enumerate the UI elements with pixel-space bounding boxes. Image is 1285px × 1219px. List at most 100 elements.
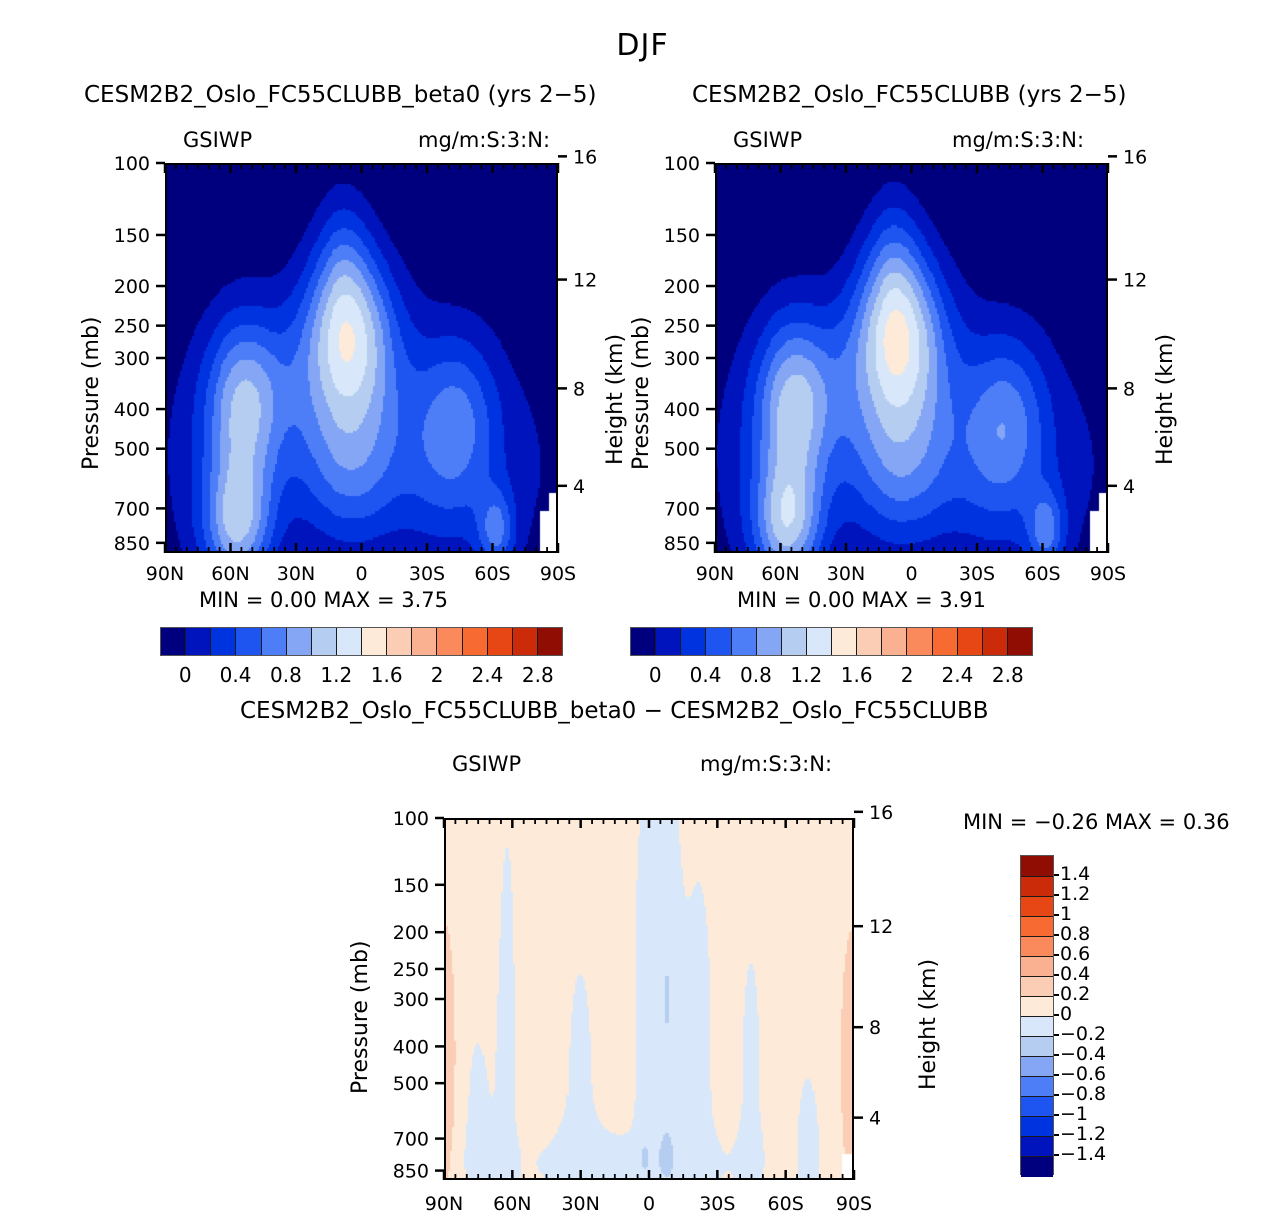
colorbar-swatches [630,627,1033,656]
tick-label: 90N [696,563,734,585]
colorbar-tick-label: 0.4 [219,663,252,687]
colorbar-tick-label: −0.8 [1060,1083,1107,1105]
colorbar-cell [956,628,982,655]
colorbar-cell [631,628,656,655]
colorbar-tick-label: 2.8 [521,663,554,687]
tick-label: 60S [474,563,510,585]
right-panel-title: CESM2B2_Oslo_FC55CLUBB (yrs 2−5) [692,82,1127,108]
colorbar-tick [1054,1054,1059,1056]
colorbar-tick-label: −1.4 [1060,1143,1107,1165]
colorbar-cell [436,628,462,655]
colorbar-tick-label: 1.2 [320,663,353,687]
plot-frame [165,163,558,553]
colorbar-tick-label: −0.6 [1060,1063,1107,1085]
colorbar-cell [1021,996,1053,1017]
colorbar-tick-label: 2 [430,663,444,687]
colorbar-cell [1021,856,1053,876]
colorbar-tick-label: 0.8 [270,663,302,687]
tick-label: 850 [664,533,700,555]
tick-label: 250 [393,959,429,981]
colorbar-tick [1054,954,1059,956]
tick-label: 60N [211,563,249,585]
tick-label: 8 [573,378,585,400]
colorbar-cell [386,628,412,655]
left-panel-var-label: GSIWP [183,128,253,152]
colorbar-cell [1021,896,1053,917]
colorbar-tick-label: 2.8 [991,663,1024,687]
tick-label: 150 [393,875,429,897]
tick-label: 4 [573,476,585,498]
colorbar-cell [831,628,857,655]
tick-label: 90S [540,563,576,585]
tick-label: 100 [114,153,150,175]
tick-label: 250 [114,316,150,338]
colorbar-tick-label: −1.2 [1060,1123,1107,1145]
colorbar-tick [1054,934,1059,936]
tick-label: 90S [1090,563,1126,585]
colorbar-tick-label: 2.4 [471,663,504,687]
diff-panel-y2label: Height (km) [916,958,941,1090]
colorbar-cell [260,628,286,655]
tick-label: 400 [664,399,700,421]
tick-label: 150 [664,225,700,247]
tick-label: 200 [393,922,429,944]
colorbar-tick [1054,1014,1059,1016]
right-panel-colorbar: 0 0.4 0.8 1.2 1.6 2 2.4 2.8 [630,627,1033,687]
tick-label: 4 [1123,476,1135,498]
colorbar-tick-label: −0.4 [1060,1043,1107,1065]
colorbar-cell [1021,1136,1053,1157]
colorbar-tick [1054,1074,1059,1076]
tick-label: 250 [664,316,700,338]
left-panel-plot [165,163,558,553]
right-panel-y2label: Height (km) [1153,333,1178,465]
colorbar-cell [511,628,537,655]
diff-panel-title: CESM2B2_Oslo_FC55CLUBB_beta0 − CESM2B2_O… [240,698,989,724]
colorbar-cell [730,628,756,655]
colorbar-cell [1021,916,1053,937]
tick-label: 100 [393,808,429,830]
colorbar-cell [856,628,882,655]
tick-label: 12 [1123,270,1147,292]
tick-label: 90N [146,563,184,585]
tick-label: 60S [1024,563,1060,585]
colorbar-cell [486,628,512,655]
colorbar-tick-label: 2 [900,663,914,687]
gsiwp-contour-field [165,163,558,553]
colorbar-tick [1054,914,1059,916]
colorbar-cell [705,628,731,655]
tick-label: 700 [114,498,150,520]
left-panel-minmax: MIN = 0.00 MAX = 3.75 [199,588,448,612]
tick-label: 30N [561,1193,599,1215]
colorbar-tick [1054,1114,1059,1116]
tick-label: 30S [409,563,445,585]
colorbar-cell [1021,1016,1053,1037]
colorbar-cell [1021,1076,1053,1097]
tick-label: 90N [425,1193,463,1215]
diff-panel-ylabel: Pressure (mb) [348,940,373,1095]
diff-contour-field [444,818,854,1180]
colorbar-tick-label: 0.4 [1060,963,1091,985]
colorbar-tick-label: 0.2 [1060,983,1091,1005]
tick-label: 300 [393,989,429,1011]
colorbar-cell [310,628,336,655]
tick-label: 200 [114,276,150,298]
colorbar-tick-label: 1.2 [790,663,823,687]
tick-label: 60N [761,563,799,585]
diff-panel-colorbar: 1.4 1.2 1 0.8 0.6 0.4 0.2 0 −0.2 −0.4 −0.6 −0.8 −1 −1… [1020,855,1106,1177]
colorbar-tick [1054,1134,1059,1136]
colorbar-cell [1021,936,1053,957]
colorbar-cell [536,628,562,655]
tick-label: 12 [869,916,893,938]
colorbar-cell [285,628,311,655]
tick-label: 300 [664,348,700,370]
colorbar-cell [805,628,831,655]
colorbar-cell [1021,1056,1053,1077]
colorbar-tick-label: 1.2 [1060,883,1091,905]
colorbar-tick-label: 1.6 [840,663,873,687]
tick-label: 500 [114,439,150,461]
colorbar-cell [655,628,681,655]
diff-panel-minmax: MIN = −0.26 MAX = 0.36 [963,810,1230,834]
tick-label: 150 [114,225,150,247]
colorbar-cell [1021,956,1053,977]
colorbar-tick-label: −1 [1060,1103,1089,1125]
